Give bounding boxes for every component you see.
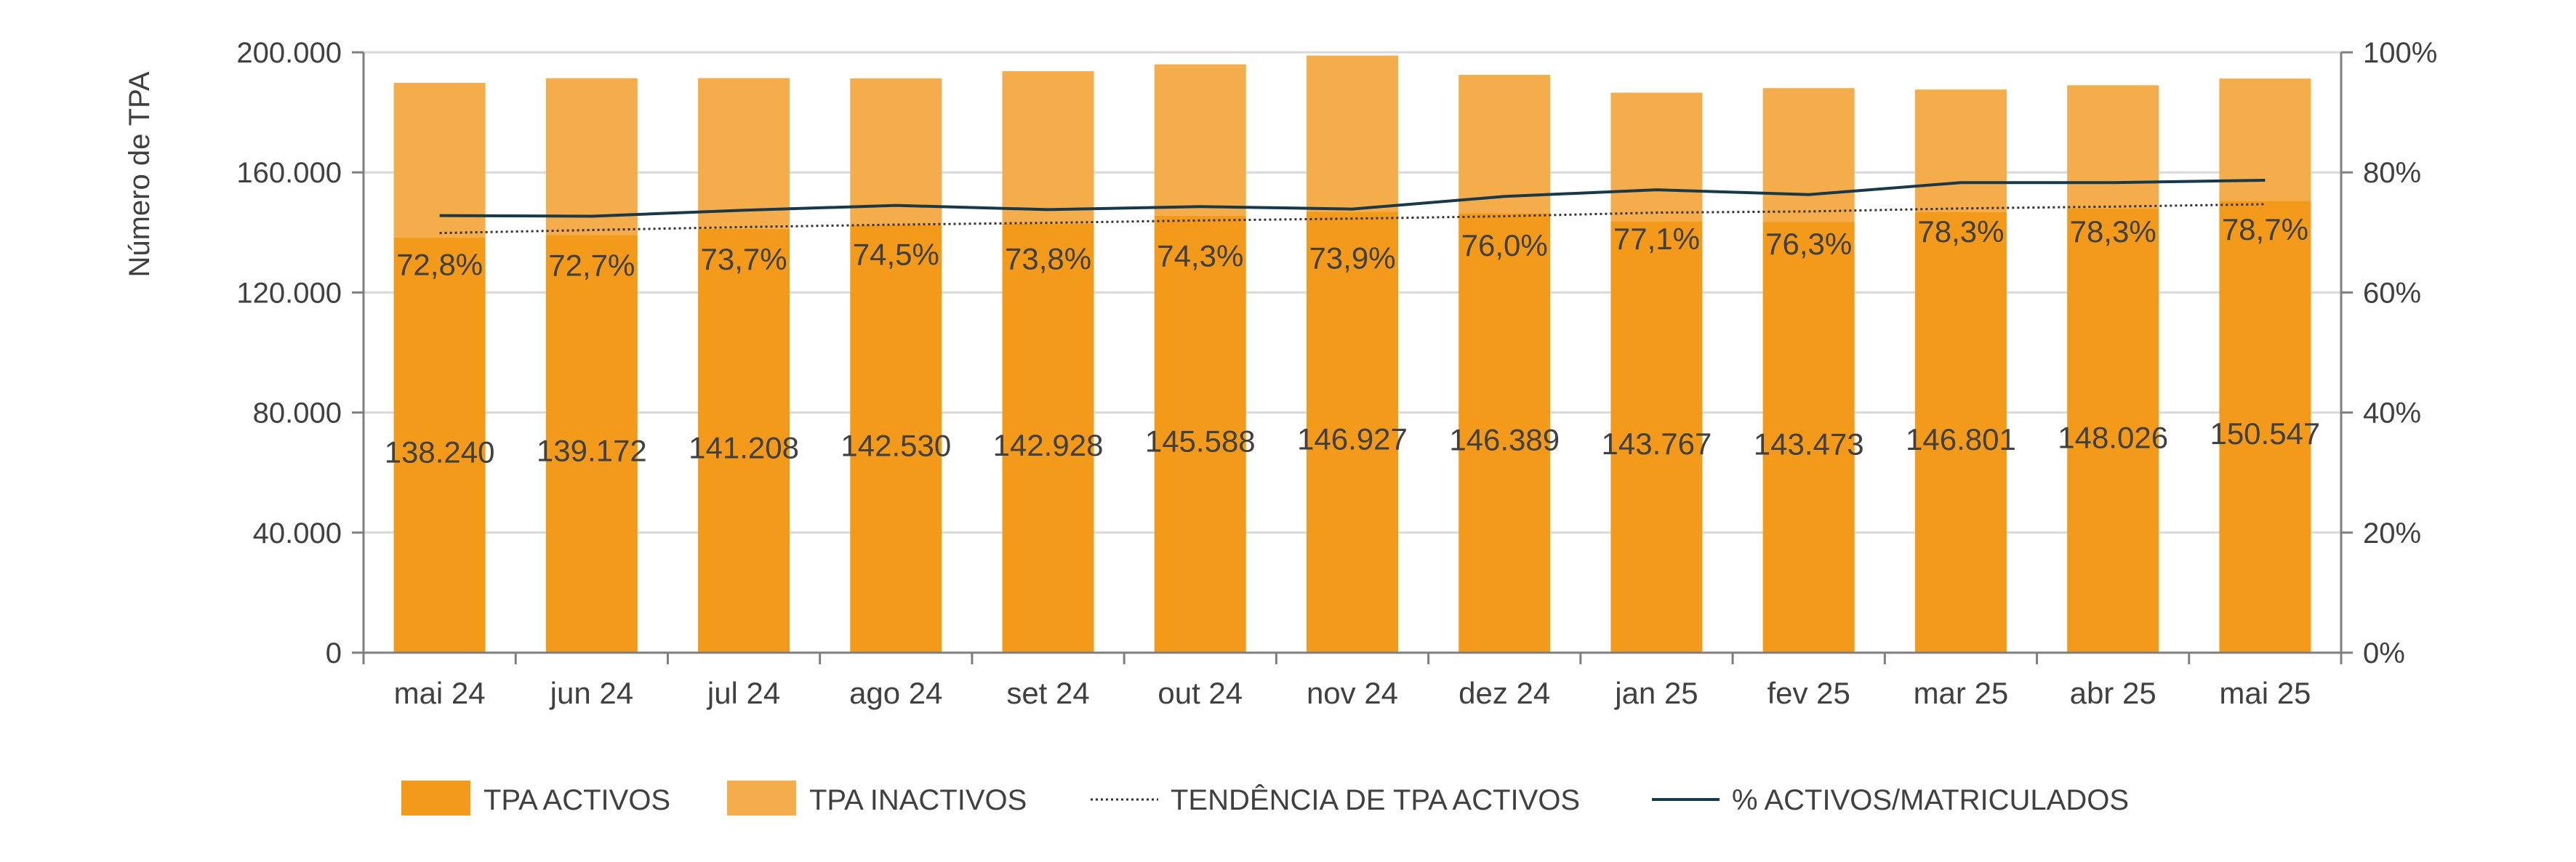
bar-activos [850,225,942,653]
pct-activos-line [439,178,2266,218]
activos-value-label: 145.588 [1145,424,1256,458]
left-tick-label: 160.000 [236,157,342,189]
pct-value-label: 78,7% [2222,212,2308,246]
bar-inactivos [698,78,790,229]
x-tick-label: set 24 [1006,676,1089,710]
activos-value-label: 141.208 [689,430,799,464]
legend-swatch-inactivos [727,781,796,815]
right-tick-label: 0% [2363,637,2405,669]
pct-value-label: 78,3% [1917,214,2004,249]
right-tick-label: 20% [2363,517,2421,549]
bar-inactivos [2067,85,2159,209]
activos-value-label: 139.172 [537,434,647,468]
x-tick-label: nov 24 [1307,676,1398,710]
legend-label-pct: % ACTIVOS/MATRICULADOS [1732,784,2129,816]
legend: TPA ACTIVOS TPA INACTIVOS TENDÊNCIA DE TPA… [401,781,2129,816]
bar-activos [1458,213,1551,653]
lines [439,178,2266,235]
pct-value-label: 73,8% [1005,241,1091,275]
legend-label-trend: TENDÊNCIA DE TPA ACTIVOS [1171,784,1580,816]
x-tick-label: ago 24 [849,676,942,710]
bar-activos [2067,208,2159,653]
right-tick-label: 100% [2363,37,2437,69]
left-tick-label: 120.000 [236,277,342,309]
bar-activos [1914,212,2007,653]
pct-value-label: 72,7% [548,248,635,282]
bar-activos [1762,222,1855,653]
pct-value-label: 76,0% [1461,228,1548,262]
bar-inactivos [2219,78,2311,201]
bar-inactivos [1610,92,1703,222]
x-tick-label: mai 24 [394,676,486,710]
left-tick-label: 200.000 [236,37,342,69]
x-tick-label: jul 24 [706,676,780,710]
x-tick-label: out 24 [1157,676,1243,710]
activos-value-label: 148.026 [2058,420,2168,454]
bar-activos [1002,223,1094,653]
x-tick-label: dez 24 [1458,676,1550,710]
trend-line [439,203,2266,235]
activos-value-label: 138.240 [385,435,495,470]
bar-inactivos [1914,89,2007,212]
activos-value-label: 142.530 [840,429,951,463]
bar-inactivos [545,78,638,235]
bar-activos [393,238,486,653]
activos-value-label: 150.547 [2210,416,2320,451]
bar-activos [2219,201,2311,653]
legend-swatch-activos [401,781,470,815]
activos-value-label: 146.389 [1449,423,1560,457]
activos-value-label: 143.473 [1754,427,1864,462]
pct-value-label: 76,3% [1765,227,1852,261]
x-tick-label: mar 25 [1914,676,2009,710]
legend-label-activos: TPA ACTIVOS [483,784,670,816]
x-tick-label: mai 25 [2219,676,2311,710]
pct-value-label: 77,1% [1613,222,1700,256]
activos-value-label: 146.801 [1906,422,2016,456]
bar-activos [698,228,790,653]
right-tick-label: 40% [2363,398,2421,430]
pct-value-label: 78,3% [2070,214,2156,249]
x-tick-label: jan 25 [1613,676,1698,710]
x-tick-label: fev 25 [1767,676,1850,710]
right-tick-label: 60% [2363,277,2421,309]
y-axis-title: Número de TPA [124,71,156,277]
right-tick-label: 80% [2363,157,2421,189]
pct-value-label: 72,8% [396,248,483,282]
pct-value-label: 74,3% [1157,238,1243,273]
x-tick-label: abr 25 [2070,676,2156,710]
bar-inactivos [1458,75,1551,214]
left-tick-label: 0 [326,637,342,669]
bar-inactivos [1154,64,1246,216]
legend-label-inactivos: TPA INACTIVOS [809,784,1027,816]
pct-value-label: 74,5% [853,238,939,272]
activos-value-label: 142.928 [993,428,1104,462]
pct-value-label: 73,9% [1309,241,1395,275]
bar-activos [1307,212,1398,653]
bar-inactivos [1002,71,1094,224]
axes: 0 40.000 80.000 120.000 160.000 200.000 0% 20% 4… [124,37,2437,710]
bar-activos [545,235,638,653]
bar-inactivos [393,82,486,238]
bar-inactivos [850,78,942,225]
bar-inactivos [1762,88,1855,222]
bars [393,55,2311,653]
activos-value-label: 143.767 [1602,427,1712,461]
left-tick-label: 40.000 [253,517,342,549]
activos-value-label: 146.927 [1297,422,1408,456]
bar-activos [1610,221,1703,653]
x-tick-label: jun 24 [549,676,633,710]
bar-activos [1154,215,1246,653]
data-labels: 138.240 72,8% 139.172 72,7% 141.208 73,7% 142.… [385,212,2321,470]
pct-value-label: 73,7% [701,242,787,276]
bar-inactivos [1307,55,1398,212]
left-tick-label: 80.000 [253,398,342,430]
